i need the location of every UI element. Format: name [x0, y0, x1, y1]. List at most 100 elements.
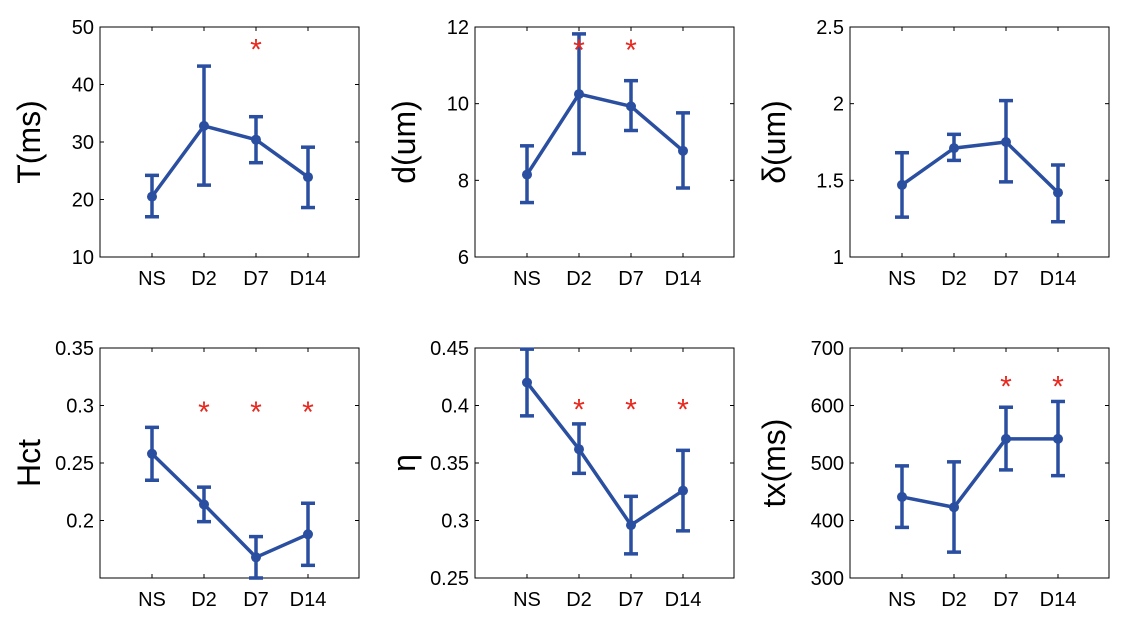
x-tick-label: D14 — [1040, 589, 1077, 611]
x-tick-label: D2 — [566, 268, 592, 290]
data-point — [897, 179, 907, 190]
panel-5: 0.25 0.3 0.35 0.4 0.45 NS D2 D7 D14 η * * * — [386, 338, 735, 611]
data-point — [522, 377, 532, 388]
y-tick-label: 6 — [458, 247, 469, 269]
significance-star: * — [573, 34, 585, 67]
significance-star: * — [250, 396, 262, 429]
y-tick-label: 40 — [72, 75, 94, 97]
significance-star: * — [198, 396, 210, 429]
axes-frame — [474, 26, 735, 258]
x-tick-label: D2 — [191, 268, 217, 290]
x-tick-label: D7 — [618, 268, 644, 290]
series-line — [150, 452, 309, 560]
data-point — [199, 499, 209, 510]
data-point — [626, 520, 636, 531]
y-tick-label: 12 — [447, 17, 469, 39]
x-tick-label: NS — [513, 268, 541, 290]
x-tick-label: D7 — [243, 268, 269, 290]
axes-frame — [474, 347, 735, 579]
significance-star: * — [573, 394, 585, 427]
data-point — [1001, 137, 1011, 147]
y-tick-label: 30 — [72, 132, 94, 154]
series-line — [150, 124, 310, 198]
axes-frame — [99, 26, 360, 258]
significance-star: * — [1052, 371, 1064, 404]
data-point — [303, 172, 313, 183]
y-tick-label: 0.25 — [55, 453, 94, 475]
y-tick-label: 0.25 — [430, 568, 469, 590]
y-tick-label: 0.35 — [430, 453, 469, 475]
axes-frame — [99, 347, 360, 579]
panel-2: 6 8 10 12 NS D2 D7 D14 d(um) * * — [386, 17, 735, 290]
y-axis-label: tx(ms) — [756, 419, 792, 508]
y-tick-label: 0.4 — [441, 396, 469, 418]
x-tick-label: D7 — [993, 268, 1019, 290]
data-point — [1053, 187, 1063, 198]
y-tick-label: 700 — [811, 338, 844, 360]
significance-star: * — [677, 394, 689, 427]
y-tick-label: 0.3 — [66, 396, 94, 418]
x-tick-label: D2 — [941, 589, 967, 611]
y-tick-label: 8 — [458, 170, 469, 192]
axes-frame — [849, 347, 1110, 579]
x-tick-label: D2 — [191, 589, 217, 611]
significance-star: * — [1000, 371, 1012, 404]
series-line — [525, 92, 685, 176]
series-line — [525, 381, 684, 527]
significance-star: * — [625, 394, 637, 427]
axes-frame — [849, 26, 1110, 258]
y-tick-label: 500 — [811, 453, 844, 475]
data-point — [678, 485, 688, 496]
panel-3: 1 1.5 2 2.5 NS D2 D7 D14 δ(um) — [756, 17, 1110, 290]
data-point — [1001, 433, 1011, 444]
x-tick-label: D14 — [665, 589, 702, 611]
x-tick-label: NS — [138, 589, 166, 611]
data-point — [522, 169, 532, 180]
x-tick-label: NS — [513, 589, 541, 611]
data-point — [626, 101, 636, 112]
x-tick-label: D14 — [290, 589, 327, 611]
data-point — [1053, 433, 1063, 444]
y-tick-label: 0.45 — [430, 338, 469, 360]
y-tick-label: 2.5 — [816, 17, 844, 39]
y-tick-label: 1.5 — [816, 170, 844, 192]
data-point — [303, 529, 313, 540]
series-line — [900, 140, 1060, 194]
x-tick-label: D14 — [665, 268, 702, 290]
y-tick-label: 300 — [811, 568, 844, 590]
data-point — [147, 448, 157, 459]
y-tick-label: 20 — [72, 190, 94, 212]
data-point — [251, 552, 261, 563]
data-point — [251, 134, 261, 145]
y-tick-label: 1 — [833, 247, 844, 269]
y-tick-label: 0.2 — [66, 511, 94, 533]
y-axis-label: η — [386, 454, 422, 472]
significance-star: * — [250, 33, 262, 66]
data-point — [949, 143, 959, 154]
data-point — [199, 120, 209, 131]
y-tick-label: 50 — [72, 17, 94, 39]
y-tick-label: 2 — [833, 94, 844, 116]
x-tick-label: NS — [888, 268, 916, 290]
data-point — [574, 89, 584, 100]
x-tick-label: D7 — [243, 589, 269, 611]
panel-4: 0.2 0.25 0.3 0.35 NS D2 D7 D14 Hct * * * — [11, 338, 360, 611]
y-axis-label: δ(um) — [756, 100, 792, 184]
data-point — [574, 444, 584, 455]
significance-star: * — [302, 396, 314, 429]
x-tick-label: D7 — [618, 589, 644, 611]
x-tick-label: D14 — [1040, 268, 1077, 290]
x-tick-label: NS — [888, 589, 916, 611]
y-tick-label: 0.3 — [441, 511, 469, 533]
data-point — [897, 491, 907, 502]
x-tick-label: D2 — [566, 589, 592, 611]
data-point — [678, 145, 688, 156]
x-tick-label: D14 — [290, 268, 327, 290]
y-tick-label: 10 — [447, 94, 469, 116]
y-tick-label: 400 — [811, 511, 844, 533]
panel-1: 10 20 30 40 50 NS D2 D7 D14 T(ms) * — [11, 17, 360, 290]
x-tick-label: D7 — [993, 589, 1019, 611]
y-tick-label: 0.35 — [55, 338, 94, 360]
y-tick-label: 10 — [72, 247, 94, 269]
